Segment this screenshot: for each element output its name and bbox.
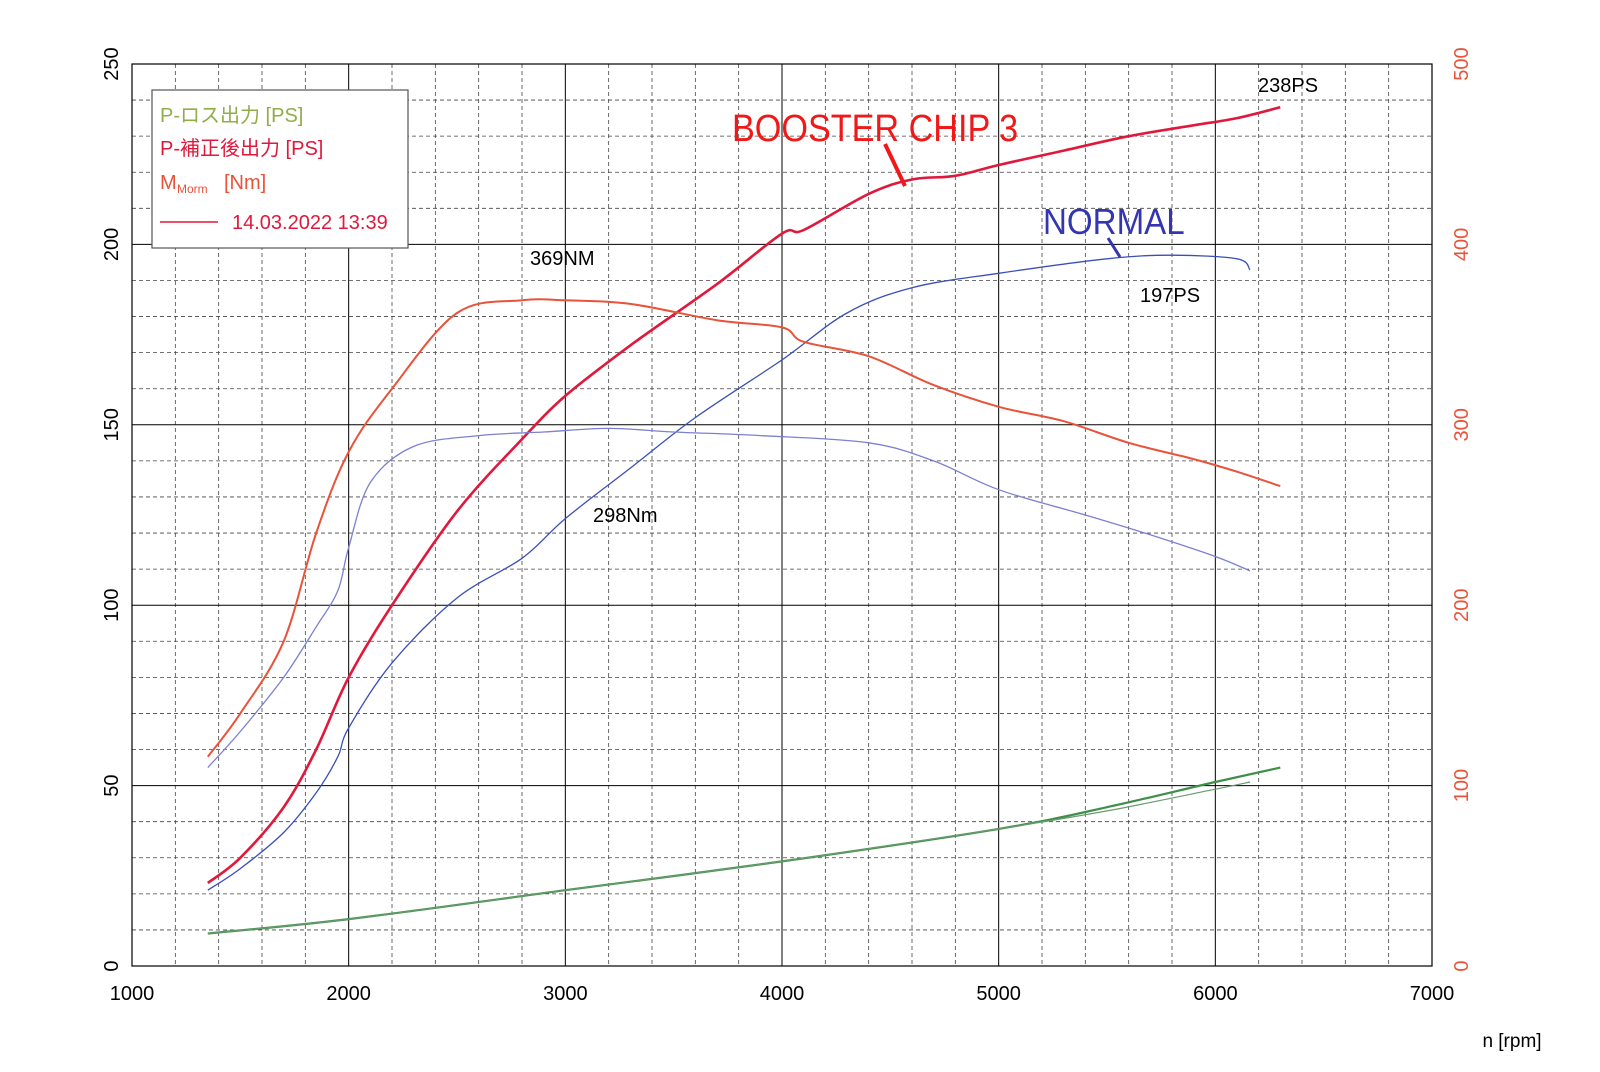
booster-chip-label: BOOSTER CHIP 3 (732, 106, 1018, 149)
legend-entry-torque-unit: [Nm] (224, 172, 266, 194)
legend-entry-loss: P-ロス出力 [PS] (160, 104, 303, 127)
y-left-tick-label: 150 (101, 408, 123, 441)
legend: P-ロス出力 [PS] P-補正後出力 [PS] M Morm [Nm] 14.… (151, 89, 409, 249)
y-left-tick-label: 250 (101, 47, 123, 80)
y-right-tick-label: 500 (1451, 47, 1473, 80)
legend-entry-corrected: P-補正後出力 [PS] (160, 137, 323, 160)
x-tick-label: 5000 (976, 983, 1021, 1005)
y-left-tick-label: 50 (101, 774, 123, 796)
x-tick-label: 6000 (1193, 983, 1238, 1005)
y-right-tick-label: 100 (1451, 769, 1473, 802)
x-tick-label: 7000 (1410, 983, 1455, 1005)
series-booster-torque (207, 298, 1281, 758)
x-tick-label: 3000 (543, 983, 588, 1005)
x-tick-label: 2000 (326, 983, 371, 1005)
normal-pointer (1106, 237, 1122, 258)
legend-record-date: 14.03.2022 13:39 (232, 212, 388, 234)
x-tick-label: 4000 (760, 983, 805, 1005)
series-loss-normal (207, 781, 1251, 935)
legend-entry-torque-sub: Morm (177, 182, 208, 196)
series-layer (207, 106, 1281, 935)
y-left-tick-label: 0 (101, 960, 123, 971)
normal-torque-label: 298Nm (593, 505, 657, 527)
series-normal-torque (207, 427, 1251, 769)
series-normal-power (207, 254, 1251, 891)
plot-frame (131, 63, 1433, 967)
legend-entry-torque-m: M (160, 172, 177, 194)
y-right-tick-label: 200 (1451, 589, 1473, 622)
y-right-tick-label: 0 (1451, 960, 1473, 971)
y-left-tick-label: 100 (101, 589, 123, 622)
y-right-tick-label: 300 (1451, 408, 1473, 441)
y-right-tick-label: 400 (1451, 228, 1473, 261)
series-booster-power (207, 106, 1281, 885)
booster-chip-pointer (883, 143, 907, 187)
y-left-tick-label: 200 (101, 228, 123, 261)
x-axis-label: n [rpm] (1482, 1031, 1541, 1052)
x-tick-label: 1000 (110, 983, 155, 1005)
normal-label: NORMAL (1043, 203, 1185, 243)
booster-power-label: 238PS (1258, 75, 1318, 97)
series-loss-booster (207, 766, 1281, 935)
booster-torque-label: 369NM (530, 248, 594, 270)
tick-labels: 1000 2000 3000 4000 5000 6000 7000050100150200… (101, 47, 1473, 1005)
normal-power-label: 197PS (1140, 285, 1200, 307)
